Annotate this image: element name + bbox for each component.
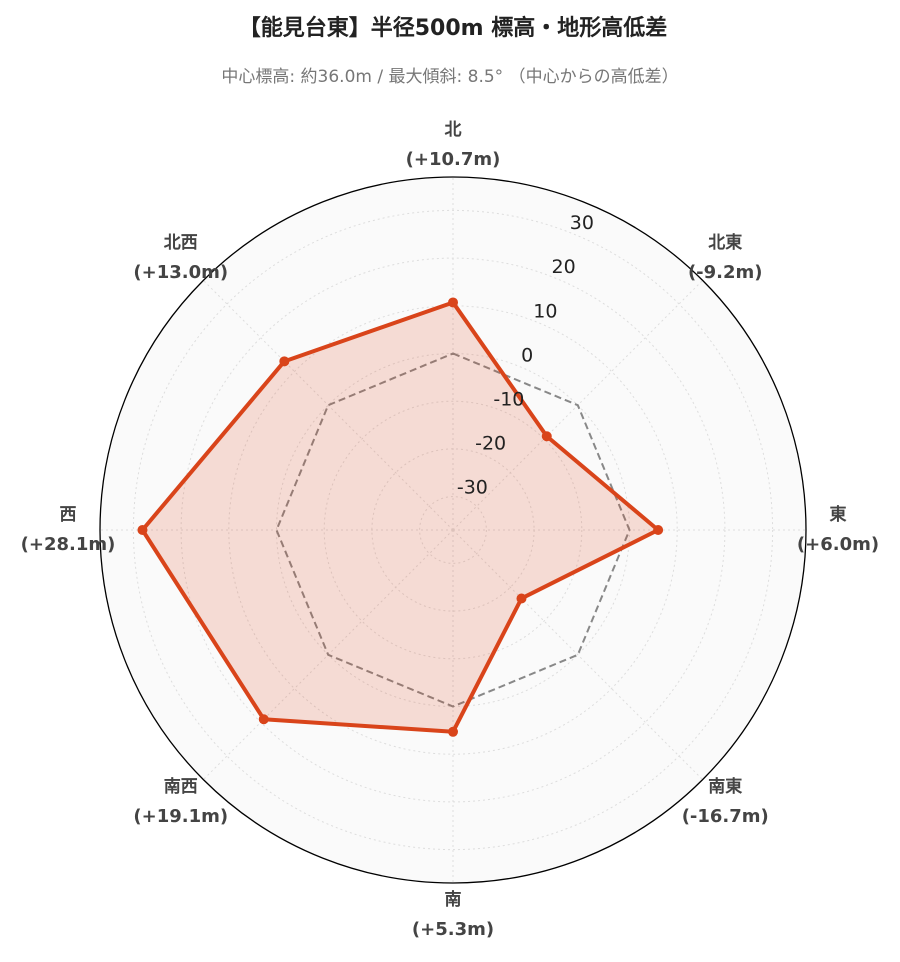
category-label: 西 [60,505,77,525]
data-point [258,714,269,725]
value-label: (+10.7m) [406,149,501,170]
grid-circle [132,209,774,851]
radial-tick-label: -20 [475,432,506,454]
category-label: 南西 [164,776,198,797]
category-label: 北西 [164,233,198,253]
value-label: (+19.1m) [133,806,228,827]
chart-subtitle: 中心標高: 約36.0m / 最大傾斜: 8.5° （中心からの高低差） [221,67,678,87]
value-label: (-9.2m) [688,262,763,283]
category-label: 南 [445,889,462,910]
spoke [452,529,703,780]
baseline [275,352,631,708]
category-label: 北 [445,120,462,140]
radial-tick-label: 0 [521,344,533,366]
radial-tick-label: -10 [493,388,524,410]
data-point [279,356,290,367]
radial-tick-label: 20 [552,256,576,278]
radial-tick-label: 10 [533,300,557,322]
value-label: (-16.7m) [682,806,769,827]
grid-circle [419,496,487,564]
outer-ring [99,176,807,884]
grid-circle [323,400,583,660]
category-label: 北東 [708,232,742,253]
value-label: (+28.1m) [21,534,116,555]
radial-tick-label: -30 [457,477,488,499]
category-label: 東 [830,504,847,525]
data-point [653,525,664,535]
data-point [137,525,148,535]
spoke [203,280,454,531]
radial-tick-label: 30 [570,212,594,234]
data-point [448,726,458,737]
data-point [541,431,552,442]
chart-title: 【能見台東】半径500m 標高・地形高低差 [239,15,668,41]
value-label: (+6.0m) [797,534,879,555]
data-point [448,297,458,308]
value-label: (+5.3m) [412,919,494,940]
category-label: 南東 [708,776,742,797]
value-label: (+13.0m) [133,262,228,283]
data-point [516,593,527,604]
